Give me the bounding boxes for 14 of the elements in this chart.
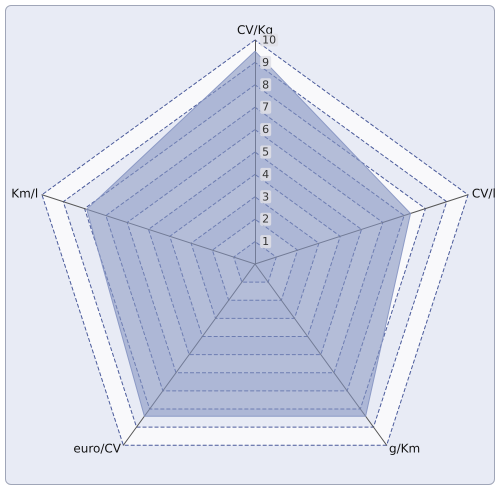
y-tick-label: 7 xyxy=(262,100,270,114)
spoke-label: euro/CV xyxy=(73,441,122,456)
y-tick-label: 6 xyxy=(262,123,270,136)
y-tick-label: 9 xyxy=(262,56,270,69)
y-tick-label: 3 xyxy=(262,190,270,204)
y-tick-label: 1 xyxy=(262,235,270,248)
y-tick-label: 4 xyxy=(262,168,270,181)
y-tick-label: 2 xyxy=(262,212,270,226)
y-tick-label: 5 xyxy=(262,146,270,158)
y-tick-label: 10 xyxy=(262,34,276,46)
y-tick-label: 8 xyxy=(262,78,270,92)
spoke-label: g/Km xyxy=(389,441,420,456)
spoke-label: Km/l xyxy=(11,186,38,201)
spoke-label: CV/l xyxy=(472,186,496,201)
